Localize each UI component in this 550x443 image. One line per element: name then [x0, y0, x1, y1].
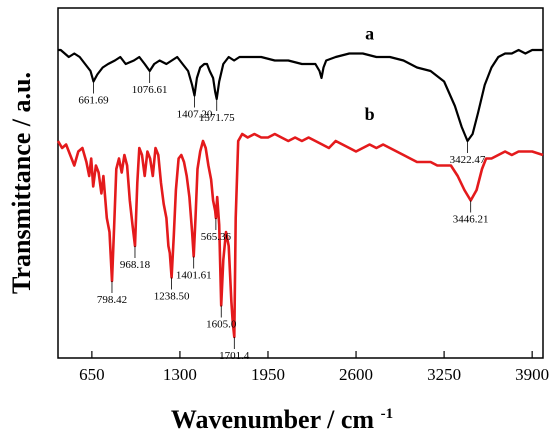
x-tick-label: 1300: [163, 365, 197, 384]
peak-label: 1401.61: [176, 270, 212, 282]
x-tick-label: 3900: [515, 365, 549, 384]
peak-label: 661.69: [78, 95, 109, 107]
x-axis-ticks: 650 1300 1950 2600 3250 3900: [79, 351, 549, 384]
peak-label: 3422.47: [450, 154, 486, 166]
series-layer: [56, 48, 544, 339]
peak-label: 565.36: [201, 231, 232, 243]
x-axis-label-main: Wavenumber / cm: [171, 405, 375, 434]
peak-label: 1238.50: [154, 291, 190, 303]
series-line-b: [56, 132, 544, 339]
y-axis-label: Transmittance / a.u.: [7, 72, 36, 294]
x-tick-label: 2600: [339, 365, 373, 384]
x-tick-label: 1950: [251, 365, 285, 384]
x-tick-label: 650: [79, 365, 105, 384]
x-axis-label-superscript: -1: [381, 406, 394, 422]
series-tag-a: a: [365, 24, 374, 44]
series-tag-b: b: [365, 104, 375, 124]
series-tags: ab: [365, 24, 375, 125]
peak-label: 968.18: [120, 259, 151, 271]
plot-frame: [57, 7, 544, 359]
peak-label: 798.42: [97, 294, 127, 306]
peak-label: 1605.0: [206, 319, 237, 331]
series-line-a: [58, 48, 543, 143]
peak-label: 1701.4: [219, 350, 250, 362]
peak-label: 1407.20: [177, 109, 213, 121]
x-tick-label: 3250: [427, 365, 461, 384]
x-axis-label: Wavenumber / cm -1: [171, 405, 393, 434]
peak-label: 3446.21: [453, 214, 489, 226]
peak-label: 1076.61: [132, 84, 168, 96]
peak-label: 1571.75: [199, 112, 235, 124]
